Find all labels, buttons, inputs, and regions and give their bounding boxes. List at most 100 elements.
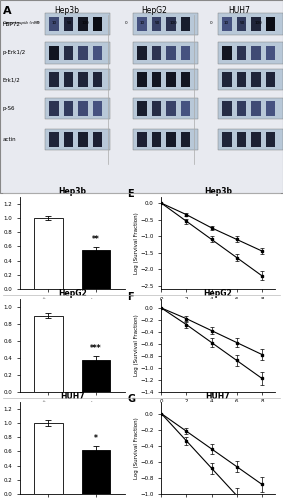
Bar [93, 16, 102, 32]
Bar [222, 102, 231, 116]
Bar [222, 46, 231, 60]
Text: **: ** [92, 235, 100, 244]
Bar [152, 132, 161, 147]
Bar [93, 102, 102, 116]
Text: Erk1/2: Erk1/2 [3, 78, 21, 82]
X-axis label: Radiation (Gy): Radiation (Gy) [198, 303, 238, 308]
Bar [218, 14, 283, 34]
Bar [78, 72, 88, 88]
Y-axis label: Survival Fraction: Survival Fraction [0, 322, 2, 368]
Bar [78, 46, 88, 60]
Y-axis label: Log (Survival Fraction): Log (Survival Fraction) [134, 314, 139, 376]
Text: G: G [127, 394, 135, 404]
Bar [82, 450, 110, 494]
Title: HUH7: HUH7 [205, 392, 230, 400]
Bar [152, 72, 161, 88]
Bar [265, 46, 275, 60]
Text: 50: 50 [67, 21, 72, 25]
Bar [251, 132, 261, 147]
Bar [133, 42, 198, 64]
Bar [137, 72, 147, 88]
Bar [64, 46, 73, 60]
Bar [137, 46, 147, 60]
Bar [78, 102, 88, 116]
Text: 10: 10 [224, 21, 229, 25]
Text: E: E [127, 189, 134, 199]
Bar [82, 360, 110, 392]
Bar [166, 132, 176, 147]
Text: HSP72: HSP72 [3, 22, 21, 26]
Bar [237, 16, 246, 32]
Bar [93, 72, 102, 88]
Text: *: * [94, 434, 98, 443]
Bar [45, 129, 110, 150]
Bar [222, 16, 231, 32]
Bar [45, 70, 110, 90]
Bar [152, 102, 161, 116]
Text: Ganetespib (nM): Ganetespib (nM) [3, 21, 39, 25]
Bar [222, 132, 231, 147]
Text: F: F [127, 292, 134, 302]
Bar [181, 46, 190, 60]
Bar [93, 46, 102, 60]
Bar [133, 98, 198, 120]
Text: 0: 0 [37, 21, 40, 25]
Y-axis label: Log (Survival Fraction): Log (Survival Fraction) [134, 212, 139, 274]
Bar [181, 72, 190, 88]
Bar [50, 46, 59, 60]
Bar [218, 70, 283, 90]
Bar [78, 132, 88, 147]
Bar [133, 14, 198, 34]
Text: 100: 100 [169, 21, 177, 25]
Bar [137, 16, 147, 32]
Bar [133, 70, 198, 90]
Text: Hep3b: Hep3b [54, 6, 79, 15]
Text: 50: 50 [155, 21, 160, 25]
Text: 10: 10 [139, 21, 144, 25]
Text: HepG2: HepG2 [141, 6, 167, 15]
Bar [133, 129, 198, 150]
Bar [251, 72, 261, 88]
Bar [218, 42, 283, 64]
Bar [34, 423, 63, 494]
Y-axis label: Log (Survival Fraction): Log (Survival Fraction) [134, 417, 139, 478]
Bar [137, 102, 147, 116]
Bar [237, 72, 246, 88]
Bar [152, 46, 161, 60]
Bar [45, 14, 110, 34]
Bar [237, 102, 246, 116]
Bar [152, 16, 161, 32]
Bar [166, 72, 176, 88]
Bar [237, 132, 246, 147]
Text: 10: 10 [52, 21, 57, 25]
Title: HUH7: HUH7 [60, 392, 85, 400]
Bar [265, 132, 275, 147]
Title: Hep3b: Hep3b [58, 186, 86, 196]
Text: ***: *** [90, 344, 102, 353]
Bar [218, 129, 283, 150]
Bar [50, 72, 59, 88]
Bar [166, 102, 176, 116]
Bar [137, 132, 147, 147]
Bar [166, 16, 176, 32]
Bar [181, 132, 190, 147]
Bar [93, 132, 102, 147]
Bar [222, 72, 231, 88]
Bar [34, 316, 63, 392]
Bar [265, 72, 275, 88]
Bar [64, 72, 73, 88]
Text: HUH7: HUH7 [228, 6, 250, 15]
Bar [45, 98, 110, 120]
Bar [251, 46, 261, 60]
Text: A: A [3, 6, 11, 16]
Bar [181, 16, 190, 32]
Bar [166, 46, 176, 60]
Text: 50: 50 [240, 21, 245, 25]
Bar [34, 218, 63, 289]
Bar [64, 102, 73, 116]
Bar [82, 250, 110, 289]
Y-axis label: Survival Fraction: Survival Fraction [0, 425, 2, 471]
Bar [251, 102, 261, 116]
X-axis label: Radiation (Gy): Radiation (Gy) [198, 406, 238, 410]
Bar [237, 46, 246, 60]
